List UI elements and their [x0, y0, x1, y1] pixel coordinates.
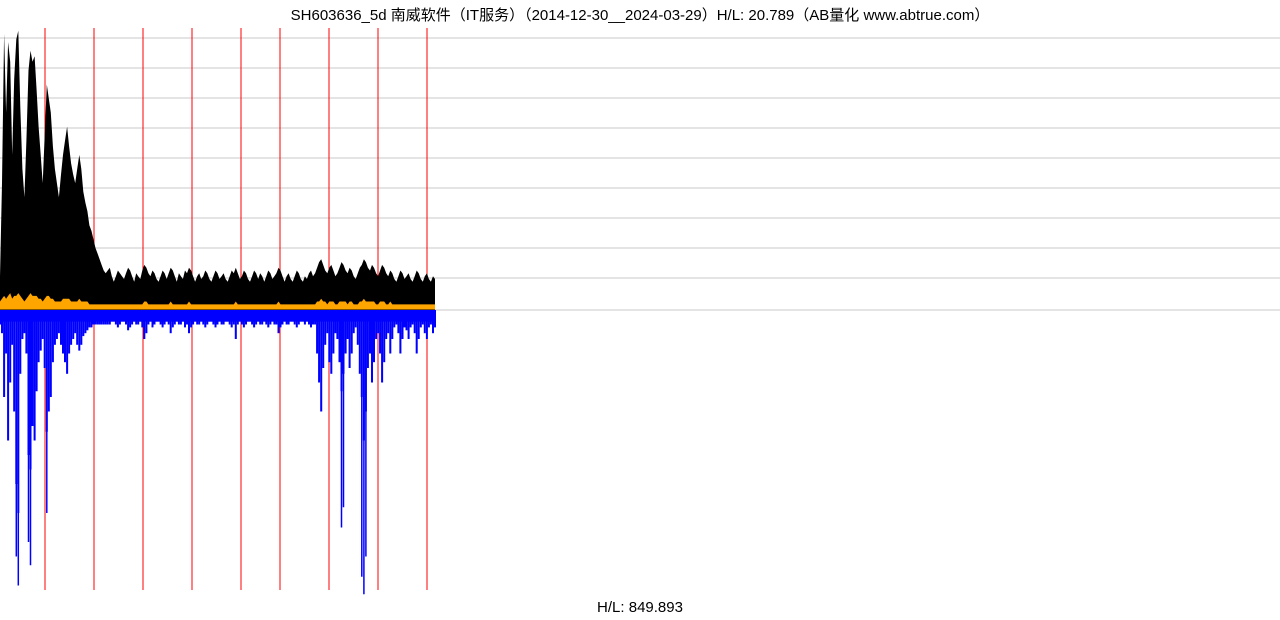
chart-footer: H/L: 849.893: [0, 599, 1280, 616]
stock-chart: [0, 0, 1280, 620]
